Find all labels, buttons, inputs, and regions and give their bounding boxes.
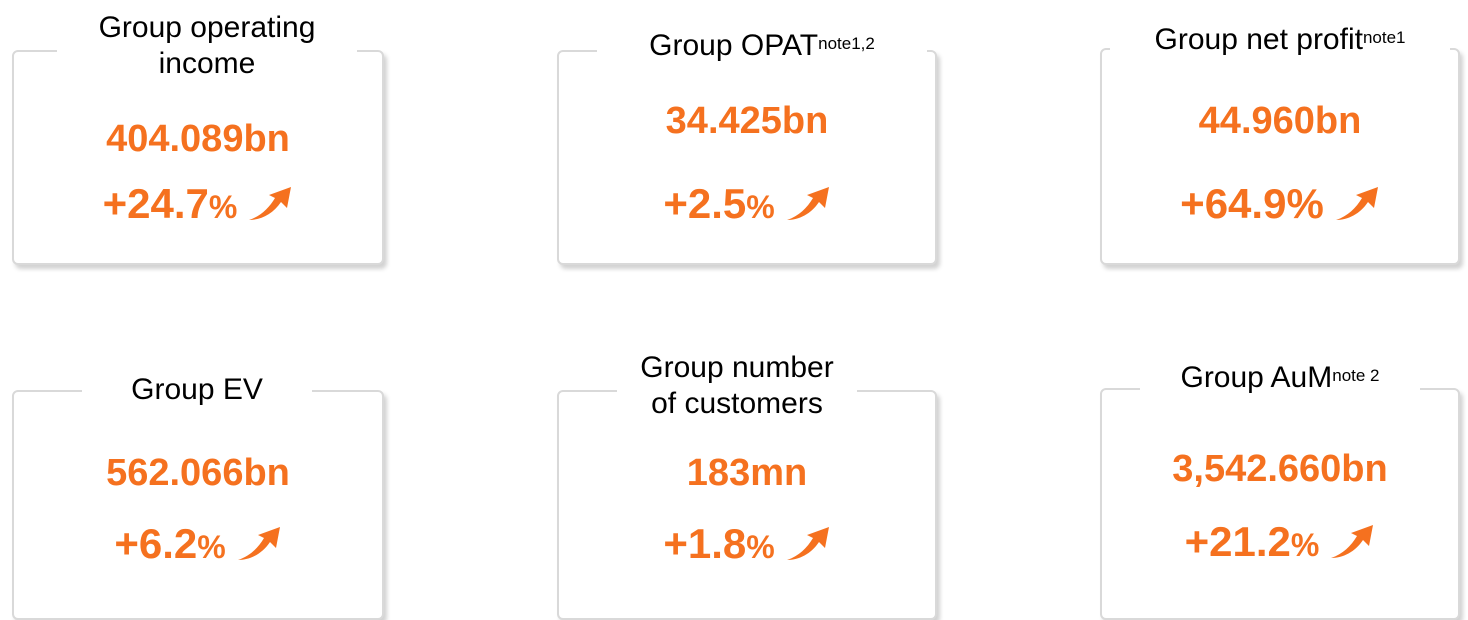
title-text: Group OPAT (649, 29, 819, 62)
up-arrow (249, 187, 292, 220)
change-value: +1.8 (663, 520, 747, 567)
kpi-value: 34.425bn (665, 100, 829, 142)
title-text: Group EV (131, 373, 263, 406)
card-title: Group operating income (57, 10, 357, 82)
kpi-card (1100, 48, 1460, 265)
kpi-value: 44.960bn (1198, 100, 1362, 142)
change-value: +64.9 (1180, 180, 1287, 227)
kpi-value: 404.089bn (106, 118, 290, 160)
kpi-change: +1.8% (557, 520, 937, 568)
kpi-change: +64.9% (1100, 180, 1460, 228)
kpi-change: +21.2% (1100, 518, 1460, 566)
kpi-card (12, 50, 384, 265)
kpi-card (557, 50, 937, 265)
change-unit: % (197, 529, 226, 565)
card-title: Group EV (82, 372, 312, 408)
change-unit: % (208, 189, 238, 225)
kpi-value: 562.066bn (106, 452, 290, 494)
kpi-card (1100, 388, 1460, 620)
change-unit: % (1286, 180, 1324, 227)
card-title: Group number of customers (617, 350, 857, 422)
change-unit: % (746, 529, 775, 565)
title-text: Group number of customers (640, 351, 834, 420)
kpi-change: +2.5% (557, 180, 937, 228)
kpi-change: +6.2% (12, 520, 384, 568)
card-title: Group net profitnote1 (1110, 22, 1450, 58)
title-text: Group AuM (1180, 361, 1333, 394)
kpi-value: 183mn (686, 452, 808, 494)
change-value: +6.2 (114, 520, 198, 567)
title-text: Group net profit (1154, 23, 1363, 56)
up-arrow (237, 527, 280, 560)
kpi-value: 3,542.660bn (1172, 448, 1388, 490)
change-unit: % (746, 189, 775, 225)
change-value: +2.5 (663, 180, 747, 227)
page: Group operating income 404.089bn +24.7% Gro… (12, 10, 1460, 620)
kpi-card (557, 390, 937, 620)
change-unit: % (1290, 527, 1320, 563)
change-value: +21.2 (1184, 518, 1291, 565)
up-arrow (786, 187, 829, 220)
title-text: Group operating income (98, 11, 316, 80)
up-arrow (1335, 187, 1378, 220)
note: note1,2 (818, 34, 875, 53)
up-arrow (1331, 525, 1374, 558)
card-title: Group AuMnote 2 (1140, 360, 1420, 396)
up-arrow (786, 527, 829, 560)
kpi-change: +24.7% (12, 180, 384, 228)
card-title: Group OPATnote1,2 (597, 28, 927, 64)
note: note1 (1362, 28, 1406, 47)
kpi-card (12, 390, 384, 620)
change-value: +24.7 (102, 180, 209, 227)
note: note 2 (1332, 366, 1380, 385)
